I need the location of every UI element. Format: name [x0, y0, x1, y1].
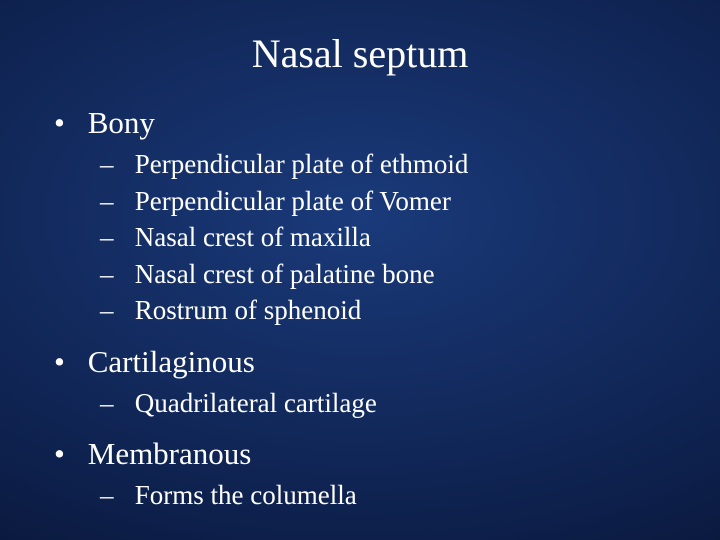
bullet-l2: – Perpendicular plate of ethmoid	[100, 147, 670, 182]
bullet-l2-text: Perpendicular plate of Vomer	[135, 184, 451, 219]
bullet-l2: – Nasal crest of maxilla	[100, 220, 670, 255]
bullet-l2-text: Perpendicular plate of ethmoid	[135, 147, 469, 182]
bullet-l2: – Nasal crest of palatine bone	[100, 257, 670, 292]
bullet-l1-marker: •	[54, 105, 80, 141]
bullet-l2-marker: –	[100, 147, 128, 182]
bullet-l2-text: Rostrum of sphenoid	[135, 293, 362, 328]
bullet-l2: – Rostrum of sphenoid	[100, 293, 670, 328]
bullet-l2-marker: –	[100, 220, 128, 255]
bullet-l2: – Quadrilateral cartilage	[100, 386, 670, 421]
bullet-l2-group: – Perpendicular plate of ethmoid – Perpe…	[54, 147, 670, 328]
bullet-l2-marker: –	[100, 293, 128, 328]
bullet-l1-text: Bony	[88, 105, 155, 141]
bullet-l2-marker: –	[100, 257, 128, 292]
bullet-l1-marker: •	[54, 344, 80, 380]
bullet-l2-text: Forms the columella	[135, 478, 357, 513]
bullet-l2-marker: –	[100, 386, 128, 421]
bullet-l2-text: Quadrilateral cartilage	[135, 386, 377, 421]
bullet-l2: – Perpendicular plate of Vomer	[100, 184, 670, 219]
bullet-l2-text: Nasal crest of maxilla	[135, 220, 371, 255]
bullet-l1-marker: •	[54, 436, 80, 472]
bullet-l1-text: Cartilaginous	[88, 344, 255, 380]
bullet-l1: • Bony	[54, 105, 670, 141]
slide-title: Nasal septum	[50, 30, 670, 77]
slide-body: • Bony – Perpendicular plate of ethmoid …	[50, 105, 670, 513]
bullet-l2-group: – Forms the columella	[54, 478, 670, 513]
bullet-l2-text: Nasal crest of palatine bone	[135, 257, 435, 292]
bullet-l1: • Membranous	[54, 436, 670, 472]
bullet-l1: • Cartilaginous	[54, 344, 670, 380]
slide: Nasal septum • Bony – Perpendicular plat…	[0, 0, 720, 540]
bullet-l2: – Forms the columella	[100, 478, 670, 513]
bullet-l2-group: – Quadrilateral cartilage	[54, 386, 670, 421]
bullet-l2-marker: –	[100, 478, 128, 513]
bullet-l2-marker: –	[100, 184, 128, 219]
bullet-l1-text: Membranous	[88, 436, 252, 472]
